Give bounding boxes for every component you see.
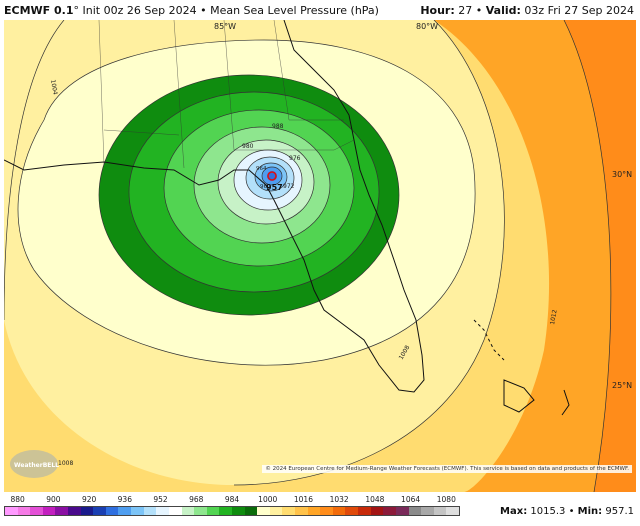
init-time: Init 00z 26 Sep 2024 [82, 4, 197, 17]
map-header: ECMWF 0.1° Init 00z 26 Sep 2024 • Mean S… [0, 0, 640, 20]
max-label: Max: [500, 506, 528, 517]
low-center-marker-icon [267, 171, 277, 181]
map-svg: 85°W 80°W 30°N 25°N 1004 1008 1008 1012 … [4, 20, 636, 492]
legend-tick-label: 1000 [258, 495, 278, 504]
legend-tick-label: 1032 [329, 495, 349, 504]
low-center-value: 957 [266, 183, 283, 192]
contour-label-980: 980 [242, 143, 254, 150]
pressure-map: 85°W 80°W 30°N 25°N 1004 1008 1008 1012 … [4, 20, 636, 492]
legend-tick-label: 1016 [293, 495, 313, 504]
contour-label-964: 964 [256, 166, 267, 172]
color-swatch [433, 507, 447, 515]
color-swatch [446, 507, 459, 515]
legend-tick-label: 900 [46, 495, 61, 504]
color-swatch [231, 507, 245, 515]
legend-tick-label: 920 [81, 495, 97, 504]
contour-label-972: 972 [283, 183, 295, 190]
color-swatch [5, 507, 18, 515]
color-swatch [181, 507, 195, 515]
contour-label-976: 976 [289, 155, 301, 162]
color-swatch [17, 507, 31, 515]
lon-label-85w: 85°W [214, 22, 236, 31]
min-value: 957.1 [605, 506, 634, 517]
hour-label: Hour: [420, 4, 455, 17]
header-title: ECMWF 0.1° Init 00z 26 Sep 2024 • Mean S… [4, 4, 379, 17]
color-swatch [143, 507, 157, 515]
color-swatch [68, 507, 81, 515]
color-swatch [105, 507, 119, 515]
color-swatch [30, 507, 43, 515]
weatherbell-logo: WeatherBELL [10, 450, 59, 478]
legend-tick-label: 1048 [365, 495, 385, 504]
color-swatch [93, 507, 106, 515]
header-valid: Hour: 27 • Valid: 03z Fri 27 Sep 2024 [420, 4, 634, 17]
lon-label-80w: 80°W [416, 22, 438, 31]
valid-label: Valid: [485, 4, 521, 17]
legend-tick-label: 1080 [436, 495, 456, 504]
pressure-band-1016 [564, 20, 636, 492]
legend-tick-label: 968 [189, 495, 204, 504]
color-swatch [408, 507, 422, 515]
degree-symbol: ° [73, 4, 80, 17]
contour-label-1004: 1004 [49, 79, 59, 95]
lat-label-25n: 25°N [612, 381, 632, 390]
color-swatch [320, 507, 333, 515]
color-swatch [194, 507, 207, 515]
color-swatch [55, 507, 69, 515]
legend-tick-label: 984 [224, 495, 240, 504]
legend-tick-label: 936 [117, 495, 132, 504]
pressure-legend: 880 900 920 936 952 968 984 1000 1016 1032 1048 106… [0, 494, 640, 526]
state-borders [98, 20, 355, 169]
max-value: 1015.3 [530, 506, 566, 517]
color-swatch [42, 507, 56, 515]
contour-label-960: 960 [260, 184, 271, 190]
valid-value: 03z Fri 27 Sep 2024 [524, 4, 634, 17]
color-bar [4, 506, 460, 516]
color-swatch [168, 507, 182, 515]
color-swatch [244, 507, 258, 515]
legend-ticks: 880 900 920 936 952 968 984 1000 1016 1032 1048 106… [4, 494, 460, 506]
color-swatch [295, 507, 308, 515]
color-swatch [370, 507, 384, 515]
color-swatch [80, 507, 94, 515]
coastlines [4, 20, 570, 416]
color-swatch [156, 507, 169, 515]
color-swatch [206, 507, 220, 515]
ecmwf-credit: © 2024 European Centre for Medium-Range … [262, 465, 632, 473]
contour-label-1012: 1012 [549, 309, 559, 325]
max-min-readout: Max: 1015.3 • Min: 957.1 [500, 506, 634, 517]
color-swatch [421, 507, 434, 515]
lat-label-30n: 30°N [612, 170, 632, 179]
legend-tick-label: 1064 [401, 495, 421, 504]
watermark-text: WeatherBELL [14, 462, 59, 469]
color-swatch [307, 507, 321, 515]
contour-label-988: 988 [272, 123, 284, 130]
legend-tick-label: 952 [153, 495, 168, 504]
min-label: Min: [577, 506, 603, 517]
separator: • [475, 4, 483, 17]
color-swatch [383, 507, 396, 515]
pressure-band-1012 [434, 20, 636, 492]
isobar-contours [4, 20, 612, 492]
color-swatch [118, 507, 132, 515]
legend-tick-label: 880 [10, 495, 25, 504]
color-swatch [269, 507, 283, 515]
color-swatch [358, 507, 371, 515]
color-swatch [282, 507, 296, 515]
field-name: Mean Sea Level Pressure (hPa) [210, 4, 379, 17]
color-swatch [257, 507, 270, 515]
color-swatch [395, 507, 409, 515]
contour-label-1008-south: 1008 [58, 460, 73, 467]
separator: • [200, 4, 207, 17]
color-swatch [332, 507, 346, 515]
color-swatch [131, 507, 144, 515]
model-name: ECMWF 0.1 [4, 4, 74, 17]
hour-value: 27 [458, 4, 473, 17]
color-swatch [219, 507, 232, 515]
separator: • [568, 506, 575, 517]
color-swatch [345, 507, 359, 515]
